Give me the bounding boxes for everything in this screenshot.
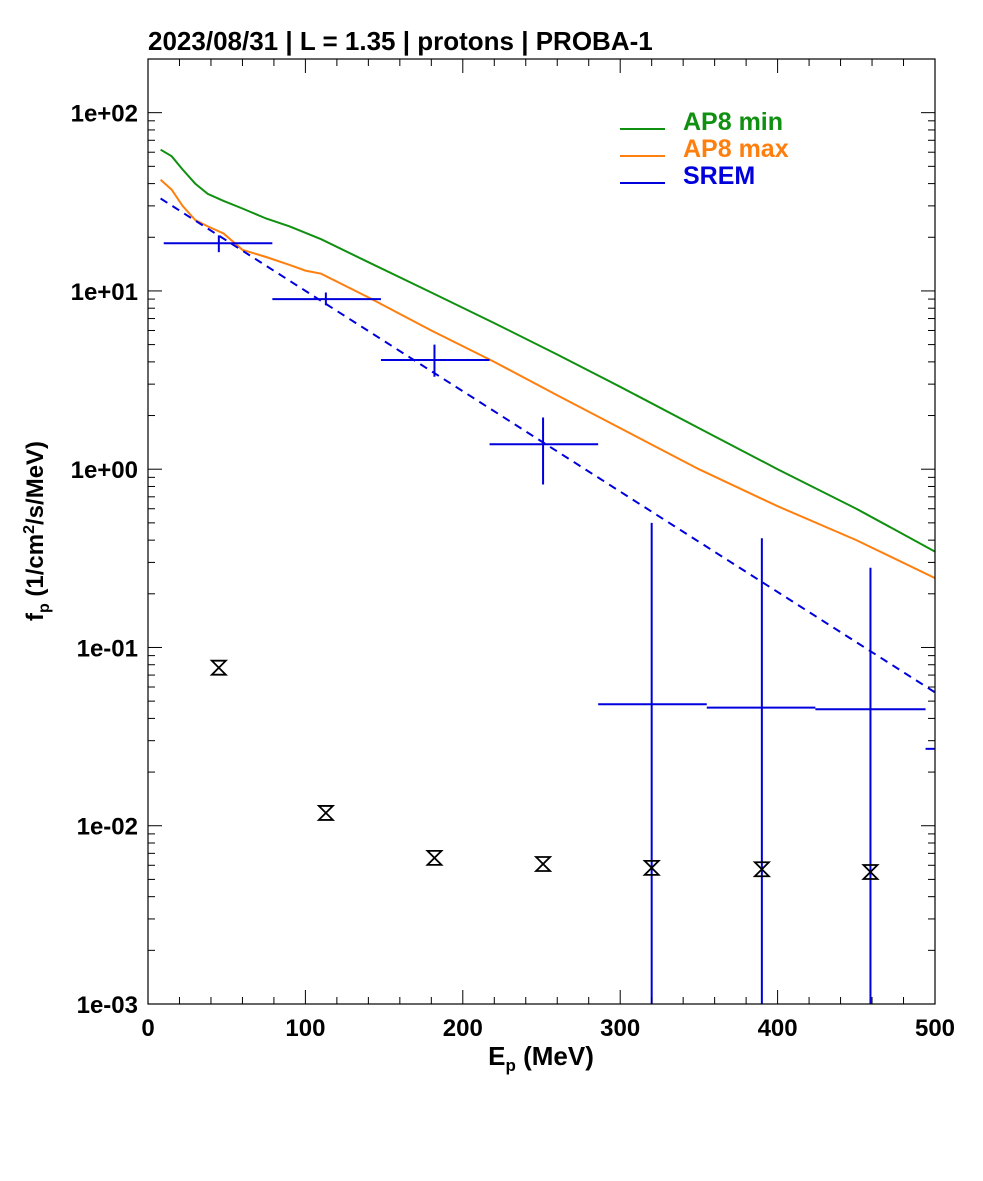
background-marker-7 [861,864,880,880]
y-tick-label: 1e-02 [77,814,138,841]
background-marker-5 [642,860,661,876]
y-axis-label: fp (1/cm2/s/MeV) [21,441,53,621]
background-marker-2 [316,805,336,821]
x-tick-label: 300 [600,1015,640,1042]
plot-frame [147,58,936,1005]
legend-label-3: SREM [683,162,755,190]
legend-label-2: AP8 max [683,135,789,163]
y-tick-label: 1e+00 [71,457,138,484]
y-tick-label: 1e-03 [77,992,138,1019]
x-axis-label: Ep (MeV) [488,1041,594,1075]
background-marker-6 [752,861,772,878]
y-tick-label: 1e-01 [77,635,138,662]
background-marker-4 [533,856,553,872]
x-tick-label: 200 [443,1015,483,1042]
plot-area [159,148,935,1004]
series-line-ap8-min [160,148,935,553]
axis-ticks: 0 100 200 300 400 500 1e-03 1e-02 1e-01 1e+00 1e+0… [71,58,955,1042]
x-tick-label: 100 [285,1015,325,1042]
y-tick-label: 1e+02 [71,101,138,128]
chart-title: 2023/08/31 | L = 1.35 | protons | PROBA-… [148,26,653,56]
legend-label-1: AP8 min [683,108,783,136]
background-marker-1 [209,659,229,676]
x-tick-label: 400 [758,1015,798,1042]
x-tick-label: 500 [915,1015,955,1042]
plot-clipped-group [159,148,935,1004]
background-marker-3 [425,850,444,866]
y-tick-label: 1e+01 [71,279,138,306]
x-tick-label: 0 [141,1015,154,1042]
